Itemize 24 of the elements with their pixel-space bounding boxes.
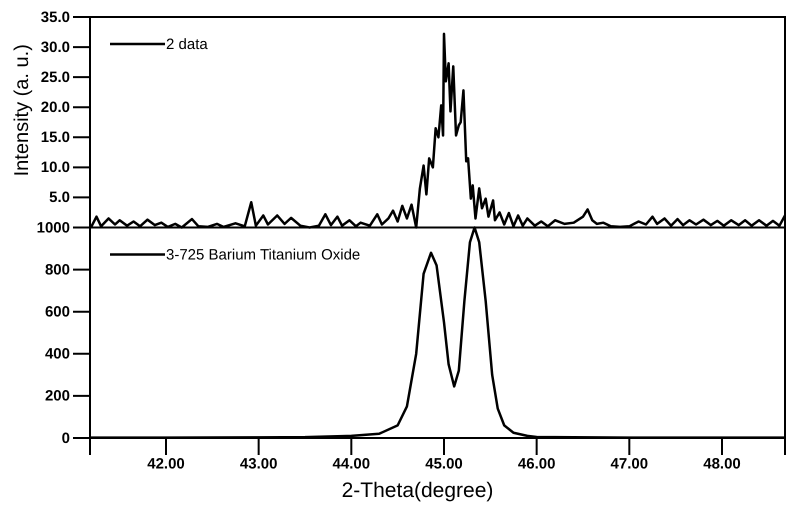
y-tick-label: 600 xyxy=(44,304,70,320)
y-tick-label: 0 xyxy=(62,430,70,447)
x-tick-label: 43.00 xyxy=(240,456,278,473)
x-axis-title: 2-Theta(degree) xyxy=(342,479,494,502)
y-tick-label: 20.0 xyxy=(40,99,70,116)
y-tick-label: 200 xyxy=(44,388,70,405)
x-tick-label: 46.00 xyxy=(518,456,556,473)
legend-label: 3-725 Barium Titanium Oxide xyxy=(166,246,360,264)
x-tick-label: 45.00 xyxy=(425,456,463,473)
y-tick-label: 25.0 xyxy=(40,68,70,86)
x-tick-label: 48.00 xyxy=(703,456,741,473)
x-tick-label: 44.00 xyxy=(332,456,370,473)
legend-label: 2 data xyxy=(166,36,208,53)
y-tick-label: 1000 xyxy=(36,219,70,236)
y-tick-label: 800 xyxy=(44,261,70,278)
y-tick-label: 15.0 xyxy=(40,129,70,146)
y-tick-label: 10.0 xyxy=(40,159,70,176)
y-axis-title: Intensity (a. u.) xyxy=(11,44,33,176)
y-tick-label: 35.0 xyxy=(40,8,70,26)
x-tick-label: 47.00 xyxy=(610,456,648,473)
y-tick-label: 5.0 xyxy=(49,189,70,206)
y-tick-label: 400 xyxy=(44,346,70,363)
y-tick-label: 30.0 xyxy=(40,38,70,56)
x-tick-label: 42.00 xyxy=(147,456,185,473)
